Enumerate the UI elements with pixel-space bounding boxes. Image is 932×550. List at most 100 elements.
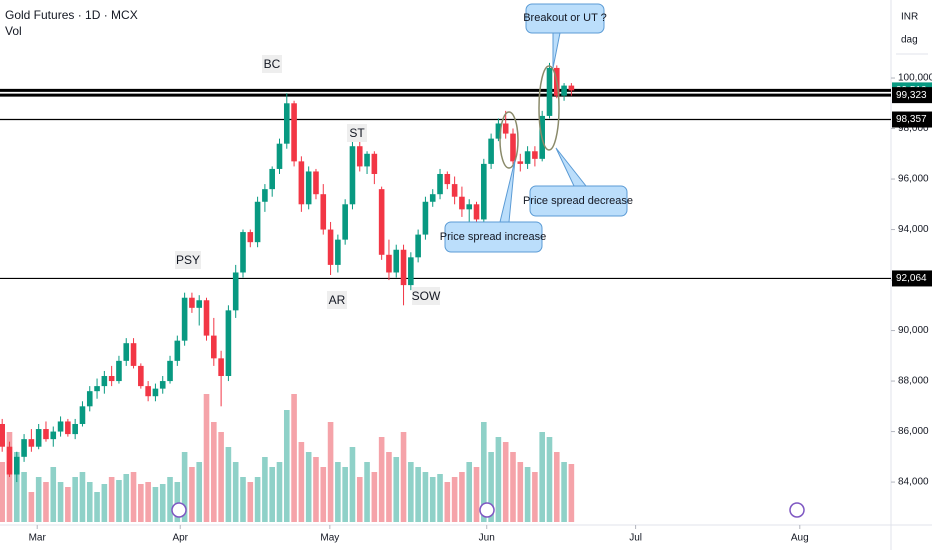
- event-marker[interactable]: [171, 502, 187, 518]
- candle-body: [298, 161, 305, 205]
- candle-body: [327, 229, 334, 265]
- price-tag: [892, 270, 932, 287]
- volume-bar: [21, 472, 27, 522]
- annotation-box: [347, 124, 367, 142]
- event-marker[interactable]: [479, 502, 495, 518]
- volume-bar: [28, 492, 35, 522]
- candle-body: [196, 300, 203, 308]
- price-tag: [892, 87, 932, 104]
- candle-body: [152, 388, 159, 397]
- highlight-ellipse: [538, 65, 560, 151]
- volume-bar: [196, 462, 203, 522]
- candle-body: [444, 173, 451, 185]
- candle-body: [364, 153, 370, 167]
- callout-text: Price spread decrease: [523, 195, 633, 207]
- candle-body: [65, 421, 71, 435]
- candle-body: [225, 310, 232, 377]
- candle-body: [189, 297, 195, 308]
- candle-body: [94, 386, 100, 392]
- volume-bar: [174, 482, 181, 522]
- y-tick-label: 86,000: [898, 426, 929, 437]
- volume-bar: [218, 432, 224, 522]
- candle-body: [532, 151, 538, 159]
- volume-bar: [79, 472, 86, 522]
- volume-bar: [108, 477, 115, 522]
- y-tick-label: 84,000: [898, 477, 929, 488]
- x-tick-label: Apr: [172, 533, 188, 544]
- candles-layer: [0, 62, 575, 483]
- volume-bar: [364, 462, 370, 522]
- y-tick-label: 88,000: [898, 376, 929, 387]
- candle-body: [21, 439, 27, 457]
- y-tick-label: 100,000: [898, 73, 932, 84]
- volume-bar: [50, 467, 57, 522]
- candle-body: [495, 123, 502, 139]
- candle-body: [43, 429, 49, 440]
- candle-body: [203, 300, 210, 336]
- candle-body: [211, 335, 217, 359]
- volume-bar: [189, 467, 195, 522]
- volume-bar: [335, 462, 341, 522]
- volume-bar: [517, 462, 524, 522]
- candle-body: [72, 423, 78, 435]
- volume-bar: [305, 452, 312, 522]
- candle-body: [305, 171, 312, 205]
- chart-title: Gold Futures · 1D · MCX: [5, 8, 138, 22]
- volume-label: Vol: [5, 24, 22, 38]
- candle-body: [524, 151, 531, 164]
- candle-body: [159, 381, 166, 389]
- volume-bar: [254, 477, 261, 522]
- volume-bar: [291, 394, 297, 522]
- x-tick-label: May: [320, 533, 339, 544]
- volume-bar: [262, 457, 268, 522]
- volume-bar: [138, 484, 144, 522]
- candle-body: [408, 257, 414, 286]
- volume-bar: [539, 432, 545, 522]
- candle-body: [254, 201, 261, 243]
- volume-bar: [116, 480, 122, 522]
- candle-body: [79, 406, 86, 424]
- candle-body: [561, 85, 567, 96]
- volume-layer: [0, 394, 575, 522]
- x-tick-label: Mar: [29, 533, 47, 544]
- volume-bar: [327, 422, 334, 522]
- x-tick-label: Jul: [629, 533, 642, 544]
- volume-bar: [415, 467, 421, 522]
- callout-text: Breakout or UT ?: [523, 12, 607, 24]
- x-tick-label: Aug: [791, 533, 809, 544]
- volume-bar: [488, 452, 494, 522]
- volume-bar: [495, 437, 502, 522]
- candle-body: [313, 171, 319, 195]
- annotation: BC: [264, 57, 281, 71]
- candle-body: [123, 343, 130, 361]
- volume-bar: [349, 447, 356, 522]
- callouts: Breakout or UT ? Price spread increase P…: [440, 3, 633, 253]
- volume-bar: [94, 492, 100, 522]
- candle-body: [247, 232, 254, 243]
- candle-body: [517, 161, 524, 164]
- candle-body: [502, 123, 509, 134]
- event-marker[interactable]: [789, 502, 805, 518]
- volume-bar: [429, 477, 436, 522]
- volume-bar: [65, 487, 71, 522]
- volume-bar: [400, 432, 407, 522]
- volume-bar: [553, 452, 560, 522]
- y-tick-label: 90,000: [898, 325, 929, 336]
- candle-body: [459, 196, 465, 210]
- volume-bar: [393, 457, 400, 522]
- candle-body: [466, 204, 473, 210]
- y-tick-label: 98,000: [898, 123, 929, 134]
- volume-bar: [247, 482, 254, 522]
- volume-bar: [378, 437, 385, 522]
- highlight-ellipse: [499, 111, 519, 169]
- volume-bar: [13, 452, 20, 522]
- volume-bar: [181, 452, 188, 522]
- price-tag-label: 99,323: [896, 90, 927, 101]
- candle-body: [422, 201, 429, 235]
- levels-layer: [0, 88, 891, 280]
- volume-bar: [371, 472, 378, 522]
- candle-body: [116, 360, 122, 382]
- candle-body: [415, 234, 421, 258]
